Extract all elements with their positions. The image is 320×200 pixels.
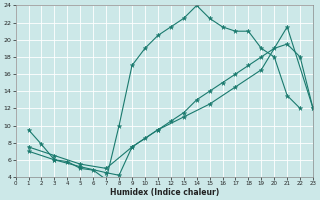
- X-axis label: Humidex (Indice chaleur): Humidex (Indice chaleur): [110, 188, 219, 197]
